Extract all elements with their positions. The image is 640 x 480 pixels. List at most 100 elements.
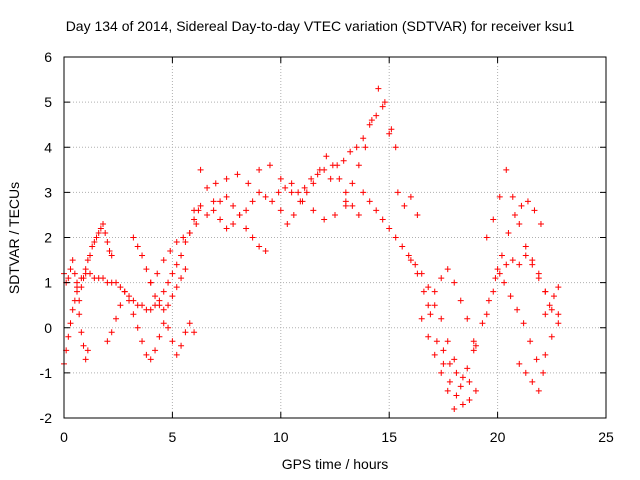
- y-tick-label: 2: [44, 230, 52, 246]
- data-point: [340, 157, 347, 164]
- data-point: [438, 275, 445, 282]
- data-point: [134, 243, 141, 250]
- data-point: [104, 239, 111, 246]
- x-tick-label: 15: [381, 429, 397, 445]
- data-point: [282, 184, 289, 191]
- data-point: [256, 166, 263, 173]
- data-point: [84, 347, 91, 354]
- data-point: [173, 239, 180, 246]
- data-point: [69, 257, 76, 264]
- data-point: [78, 275, 85, 282]
- data-point: [342, 198, 349, 205]
- data-point: [182, 239, 189, 246]
- data-point: [147, 356, 154, 363]
- data-point: [95, 229, 102, 236]
- data-point: [546, 302, 553, 309]
- data-point: [355, 162, 362, 169]
- data-point: [288, 180, 295, 187]
- data-point: [522, 369, 529, 376]
- data-point: [485, 297, 492, 304]
- data-point: [126, 297, 133, 304]
- data-point: [78, 284, 85, 291]
- data-point: [373, 207, 380, 214]
- data-point: [143, 266, 150, 273]
- data-point: [93, 234, 100, 241]
- data-point: [223, 225, 230, 232]
- data-point: [197, 166, 204, 173]
- data-point: [310, 207, 317, 214]
- data-point: [295, 189, 302, 196]
- data-point: [457, 297, 464, 304]
- data-point: [74, 279, 81, 286]
- data-point: [349, 202, 356, 209]
- data-point: [108, 329, 115, 336]
- data-point: [366, 121, 373, 128]
- data-point: [78, 329, 85, 336]
- data-point: [191, 329, 198, 336]
- data-point: [494, 266, 501, 273]
- data-point: [388, 126, 395, 133]
- data-point: [197, 202, 204, 209]
- data-point: [186, 229, 193, 236]
- data-point: [509, 257, 516, 264]
- data-point: [165, 302, 172, 309]
- data-point: [533, 356, 540, 363]
- data-point: [316, 166, 323, 173]
- data-point: [243, 207, 250, 214]
- data-point: [518, 202, 525, 209]
- data-point: [230, 220, 237, 227]
- data-point: [269, 198, 276, 205]
- data-point: [355, 211, 362, 218]
- data-point: [210, 207, 217, 214]
- data-point: [375, 85, 382, 92]
- data-point: [420, 288, 427, 295]
- data-point: [451, 356, 458, 363]
- y-tick-label: -1: [40, 365, 53, 381]
- x-tick-label: 20: [490, 429, 506, 445]
- data-point: [360, 135, 367, 142]
- data-point: [169, 338, 176, 345]
- data-point: [152, 347, 159, 354]
- data-point: [446, 360, 453, 367]
- data-point: [472, 342, 479, 349]
- data-point: [542, 288, 549, 295]
- data-point: [414, 211, 421, 218]
- data-point: [277, 175, 284, 182]
- data-point: [87, 270, 94, 277]
- data-point: [529, 378, 536, 385]
- data-point: [186, 320, 193, 327]
- data-point: [412, 261, 419, 268]
- data-point: [245, 180, 252, 187]
- data-point: [427, 311, 434, 318]
- data-point: [180, 234, 187, 241]
- data-point: [446, 378, 453, 385]
- data-point: [173, 284, 180, 291]
- data-point: [230, 202, 237, 209]
- data-point: [453, 369, 460, 376]
- data-point: [548, 306, 555, 313]
- data-point: [160, 306, 167, 313]
- data-point: [182, 329, 189, 336]
- data-point: [425, 284, 432, 291]
- data-point: [100, 275, 107, 282]
- data-point: [204, 184, 211, 191]
- data-point: [76, 311, 83, 318]
- data-point: [147, 279, 154, 286]
- data-point: [217, 198, 224, 205]
- data-point: [379, 216, 386, 223]
- data-point: [492, 275, 499, 282]
- data-point: [509, 193, 516, 200]
- y-tick-label: 1: [44, 275, 52, 291]
- data-point: [249, 198, 256, 205]
- data-point: [542, 351, 549, 358]
- x-tick-label: 5: [169, 429, 177, 445]
- data-point: [392, 144, 399, 151]
- data-point: [535, 387, 542, 394]
- data-point: [399, 243, 406, 250]
- data-point: [310, 180, 317, 187]
- data-point: [210, 198, 217, 205]
- data-point: [169, 293, 176, 300]
- data-point: [329, 162, 336, 169]
- data-point: [102, 229, 109, 236]
